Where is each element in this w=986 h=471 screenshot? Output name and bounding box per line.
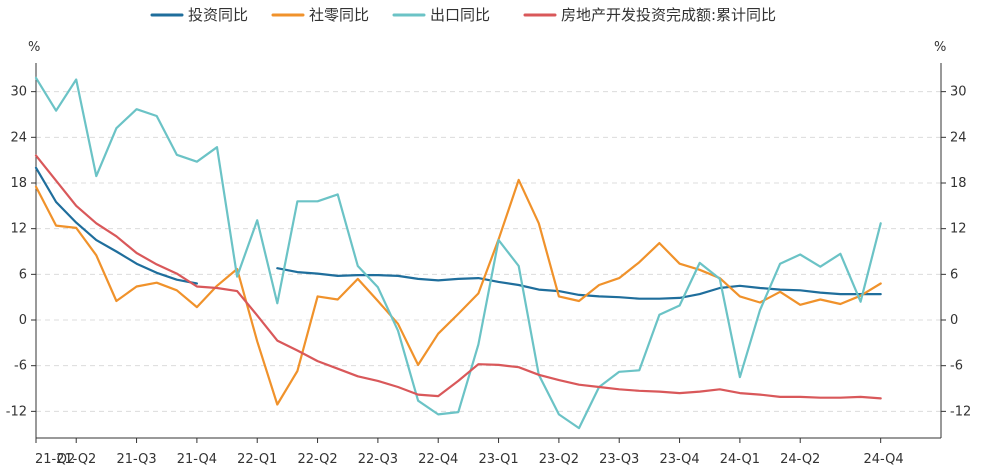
y-tick-label-right: 12 xyxy=(950,222,967,237)
legend: 投资同比 社零同比 出口同比 房地产开发投资完成额:累计同比 xyxy=(150,6,776,24)
series-line-0 xyxy=(34,166,882,300)
y-tick-label-left: 12 xyxy=(10,222,27,237)
y-tick-label-left: 6 xyxy=(19,267,27,282)
y-tick-label-left: 18 xyxy=(10,176,27,191)
y-tick-label-right: 18 xyxy=(950,176,967,191)
y-tick-label-left: 24 xyxy=(10,130,27,145)
x-tick-label: 22-Q3 xyxy=(358,452,398,467)
y-tick-label-right: -12 xyxy=(950,404,971,419)
x-tick-label: 22-Q1 xyxy=(237,452,277,467)
series-lines xyxy=(34,76,882,430)
x-tick-label: 23-Q4 xyxy=(659,452,699,467)
x-tick-label: 22-Q4 xyxy=(418,452,458,467)
x-tick-label: 24-Q4 xyxy=(863,452,903,467)
x-tick-label: 21-Q2 xyxy=(56,452,96,467)
y-tick-label-right: -6 xyxy=(950,359,963,374)
y-tick-label-left: -6 xyxy=(14,359,27,374)
y-tick-labels: -12 -12 -6 -6 0 0 6 6 12 12 18 18 24 24 30 30 xyxy=(6,85,971,420)
x-tick-label: 21-Q2 xyxy=(35,452,75,467)
x-tick-label: 23-Q2 xyxy=(539,452,579,467)
x-tick-label: 24-Q1 xyxy=(720,452,760,467)
y-tick-label-left: 30 xyxy=(10,85,27,100)
y-tick-label-left: 0 xyxy=(19,313,27,328)
x-tick-label: 22-Q2 xyxy=(297,452,337,467)
x-tick-label: 23-Q1 xyxy=(478,452,518,467)
legend-entry-0: 投资同比 xyxy=(188,6,248,24)
left-axis-unit: % xyxy=(28,40,40,55)
series-line-1 xyxy=(34,178,882,406)
series-line-3 xyxy=(34,154,882,400)
x-tick-label: 24-Q2 xyxy=(780,452,820,467)
legend-entry-2: 出口同比 xyxy=(430,6,490,24)
x-tick-label: 21-Q3 xyxy=(116,452,156,467)
y-tick-label-right: 30 xyxy=(950,85,967,100)
x-tick-label: 21-Q4 xyxy=(177,452,217,467)
series-line-2 xyxy=(34,76,882,430)
grid-lines xyxy=(36,91,941,412)
x-tick-label: 23-Q3 xyxy=(599,452,639,467)
legend-entry-3: 房地产开发投资完成额:累计同比 xyxy=(561,6,776,24)
y-tick-label-right: 0 xyxy=(950,313,958,328)
y-tick-label-left: -12 xyxy=(6,404,27,419)
legend-entry-1: 社零同比 xyxy=(309,6,369,24)
right-axis-unit: % xyxy=(934,40,946,55)
y-tick-label-right: 6 xyxy=(950,267,958,282)
axes xyxy=(31,63,946,443)
y-tick-label-right: 24 xyxy=(950,130,967,145)
